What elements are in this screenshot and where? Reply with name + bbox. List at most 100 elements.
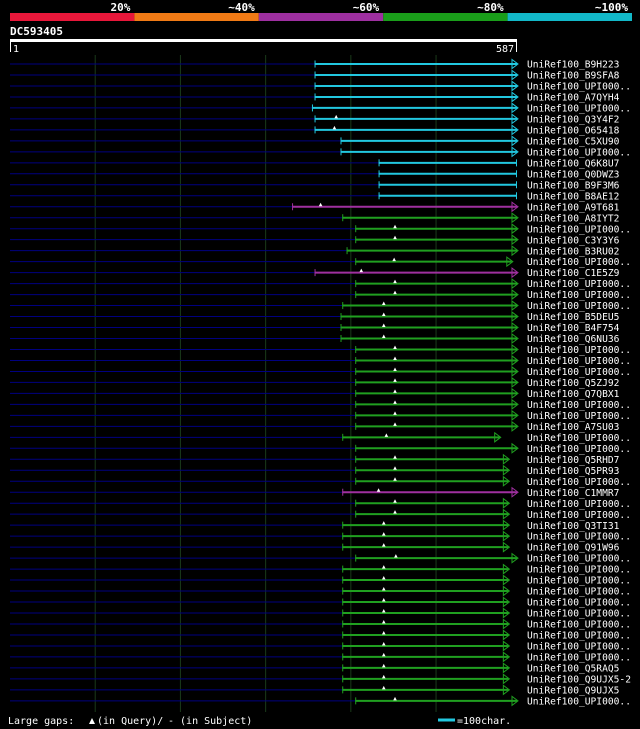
hit-row[interactable]: UniRef100_UPI000.. [10, 102, 631, 115]
hit-label[interactable]: UniRef100_UPI000.. [527, 279, 631, 290]
hit-label[interactable]: UniRef100_Q6NU36 [527, 334, 620, 345]
hit-label[interactable]: UniRef100_UPI000.. [527, 444, 631, 455]
hit-label[interactable]: UniRef100_UPI000.. [527, 301, 631, 312]
hit-row[interactable]: UniRef100_Q5PR93 [10, 464, 620, 477]
hit-label[interactable]: UniRef100_A7SU03 [527, 422, 620, 433]
hit-label[interactable]: UniRef100_UPI000.. [527, 620, 631, 631]
hit-label[interactable]: UniRef100_UPI000.. [527, 433, 631, 444]
hit-label[interactable]: UniRef100_Q9UJX5-2 [527, 674, 631, 685]
hit-label[interactable]: UniRef100_UPI000.. [527, 477, 631, 488]
hit-label[interactable]: UniRef100_UPI000.. [527, 554, 631, 565]
hit-row[interactable]: UniRef100_UPI000.. [10, 431, 631, 444]
hit-row[interactable]: UniRef100_UPI000.. [10, 365, 631, 378]
hit-row[interactable]: UniRef100_UPI000.. [10, 343, 631, 356]
hit-label[interactable]: UniRef100_Q91W96 [527, 543, 620, 554]
hit-row[interactable]: UniRef100_UPI000.. [10, 223, 631, 235]
hit-label[interactable]: UniRef100_UPI000.. [527, 367, 631, 378]
hit-label[interactable]: UniRef100_UPI000.. [527, 82, 631, 93]
hit-row[interactable]: UniRef100_UPI000.. [10, 629, 631, 642]
hit-row[interactable]: UniRef100_Q6K8U7 [10, 158, 620, 169]
hit-row[interactable]: UniRef100_UPI000.. [10, 300, 631, 312]
hit-row[interactable]: UniRef100_UPI000.. [10, 80, 631, 93]
hit-row[interactable]: UniRef100_Q5ZJ92 [10, 376, 619, 389]
hit-row[interactable]: UniRef100_A7SU03 [10, 420, 620, 433]
hit-row[interactable]: UniRef100_UPI000.. [10, 146, 631, 158]
hit-row[interactable]: UniRef100_Q7QBX1 [10, 387, 620, 400]
hit-row[interactable]: UniRef100_Q91W96 [10, 541, 620, 554]
hit-row[interactable]: UniRef100_UPI000.. [10, 640, 631, 653]
hit-row[interactable]: UniRef100_C5XU90 [10, 135, 620, 147]
hit-row[interactable]: UniRef100_B9F3M6 [10, 180, 620, 191]
hit-label[interactable]: UniRef100_UPI000.. [527, 224, 631, 235]
hit-row[interactable]: UniRef100_C1MMR7 [10, 486, 620, 499]
hit-row[interactable]: UniRef100_UPI000.. [10, 398, 631, 411]
hit-label[interactable]: UniRef100_UPI000.. [527, 499, 631, 510]
hit-label[interactable]: UniRef100_UPI000.. [527, 400, 631, 411]
hit-label[interactable]: UniRef100_C1MMR7 [527, 488, 620, 499]
hit-row[interactable]: UniRef100_B3RU02 [10, 245, 619, 257]
hit-label[interactable]: UniRef100_UPI000.. [527, 609, 631, 620]
hit-label[interactable]: UniRef100_UPI000.. [527, 290, 631, 301]
hit-row[interactable]: UniRef100_C1E5Z9 [10, 267, 620, 279]
hit-label[interactable]: UniRef100_Q9UJX5 [527, 685, 619, 696]
hit-label[interactable]: UniRef100_UPI000.. [527, 587, 631, 598]
hit-label[interactable]: UniRef100_O65418 [527, 125, 620, 136]
hit-row[interactable]: UniRef100_UPI000.. [10, 256, 631, 268]
hit-label[interactable]: UniRef100_UPI000.. [527, 147, 631, 158]
hit-label[interactable]: UniRef100_Q0DWZ3 [527, 169, 620, 180]
hit-label[interactable]: UniRef100_B4F754 [527, 323, 620, 334]
hit-label[interactable]: UniRef100_UPI000.. [527, 631, 631, 642]
hit-label[interactable]: UniRef100_Q5ZJ92 [527, 378, 619, 389]
hit-label[interactable]: UniRef100_B3RU02 [527, 246, 619, 257]
hit-row[interactable]: UniRef100_UPI000.. [10, 596, 631, 609]
hit-row[interactable]: UniRef100_B4F754 [10, 322, 620, 334]
hit-label[interactable]: UniRef100_B9F3M6 [527, 180, 620, 191]
hit-label[interactable]: UniRef100_B9SFA8 [527, 71, 620, 82]
hit-label[interactable]: UniRef100_UPI000.. [527, 510, 631, 521]
hit-row[interactable]: UniRef100_UPI000.. [10, 409, 631, 422]
hit-label[interactable]: UniRef100_B5DEU5 [527, 312, 619, 323]
hit-label[interactable]: UniRef100_UPI000.. [527, 345, 631, 356]
hit-row[interactable]: UniRef100_Q5RHD7 [10, 453, 620, 466]
hit-label[interactable]: UniRef100_A9T681 [527, 202, 620, 213]
hit-row[interactable]: UniRef100_Q0DWZ3 [10, 169, 620, 180]
hit-row[interactable]: UniRef100_O65418 [10, 124, 620, 136]
hit-label[interactable]: UniRef100_Q3TI31 [527, 521, 620, 532]
hit-row[interactable]: UniRef100_UPI000.. [10, 552, 631, 565]
hit-label[interactable]: UniRef100_UPI000.. [527, 104, 631, 115]
hit-row[interactable]: UniRef100_Q9UJX5 [10, 684, 619, 696]
hit-row[interactable]: UniRef100_Q3Y4F2 [10, 113, 619, 126]
hit-label[interactable]: UniRef100_Q7QBX1 [527, 389, 620, 400]
hit-label[interactable]: UniRef100_UPI000.. [527, 576, 631, 587]
hit-label[interactable]: UniRef100_UPI000.. [527, 356, 631, 367]
hit-row[interactable]: UniRef100_B8AE12 [10, 191, 619, 202]
hit-label[interactable]: UniRef100_Q5RAQ5 [527, 664, 619, 675]
hit-row[interactable]: UniRef100_UPI000.. [10, 475, 631, 488]
hit-label[interactable]: UniRef100_UPI000.. [527, 653, 631, 664]
hit-row[interactable]: UniRef100_A7QYH4 [10, 91, 620, 104]
hit-row[interactable]: UniRef100_UPI000.. [10, 530, 631, 543]
hit-label[interactable]: UniRef100_Q5RHD7 [527, 455, 620, 466]
hit-label[interactable]: UniRef100_UPI000.. [527, 598, 631, 609]
hit-row[interactable]: UniRef100_UPI000.. [10, 289, 631, 301]
hit-row[interactable]: UniRef100_Q5RAQ5 [10, 662, 619, 675]
hit-label[interactable]: UniRef100_UPI000.. [527, 257, 631, 268]
hit-row[interactable]: UniRef100_UPI000.. [10, 618, 631, 631]
hit-label[interactable]: UniRef100_C5XU90 [527, 136, 620, 147]
hit-label[interactable]: UniRef100_B8AE12 [527, 191, 619, 202]
hit-row[interactable]: UniRef100_UPI000.. [10, 354, 631, 367]
hit-row[interactable]: UniRef100_UPI000.. [10, 607, 631, 620]
hit-row[interactable]: UniRef100_UPI000.. [10, 278, 631, 290]
hit-row[interactable]: UniRef100_Q9UJX5-2 [10, 673, 631, 685]
hit-row[interactable]: UniRef100_UPI000.. [10, 651, 631, 664]
hit-label[interactable]: UniRef100_B9H223 [527, 60, 620, 71]
hit-row[interactable]: UniRef100_A9T681 [10, 201, 620, 213]
hit-row[interactable]: UniRef100_B9SFA8 [10, 69, 620, 82]
hit-row[interactable]: UniRef100_UPI000.. [10, 442, 631, 455]
hit-label[interactable]: UniRef100_A7QYH4 [527, 93, 620, 104]
hit-row[interactable]: UniRef100_B5DEU5 [10, 311, 619, 323]
hit-label[interactable]: UniRef100_Q5PR93 [527, 466, 620, 477]
hit-row[interactable]: UniRef100_UPI000.. [10, 585, 631, 598]
hit-row[interactable]: UniRef100_UPI000.. [10, 695, 631, 707]
hit-label[interactable]: UniRef100_C3Y3Y6 [527, 235, 620, 246]
